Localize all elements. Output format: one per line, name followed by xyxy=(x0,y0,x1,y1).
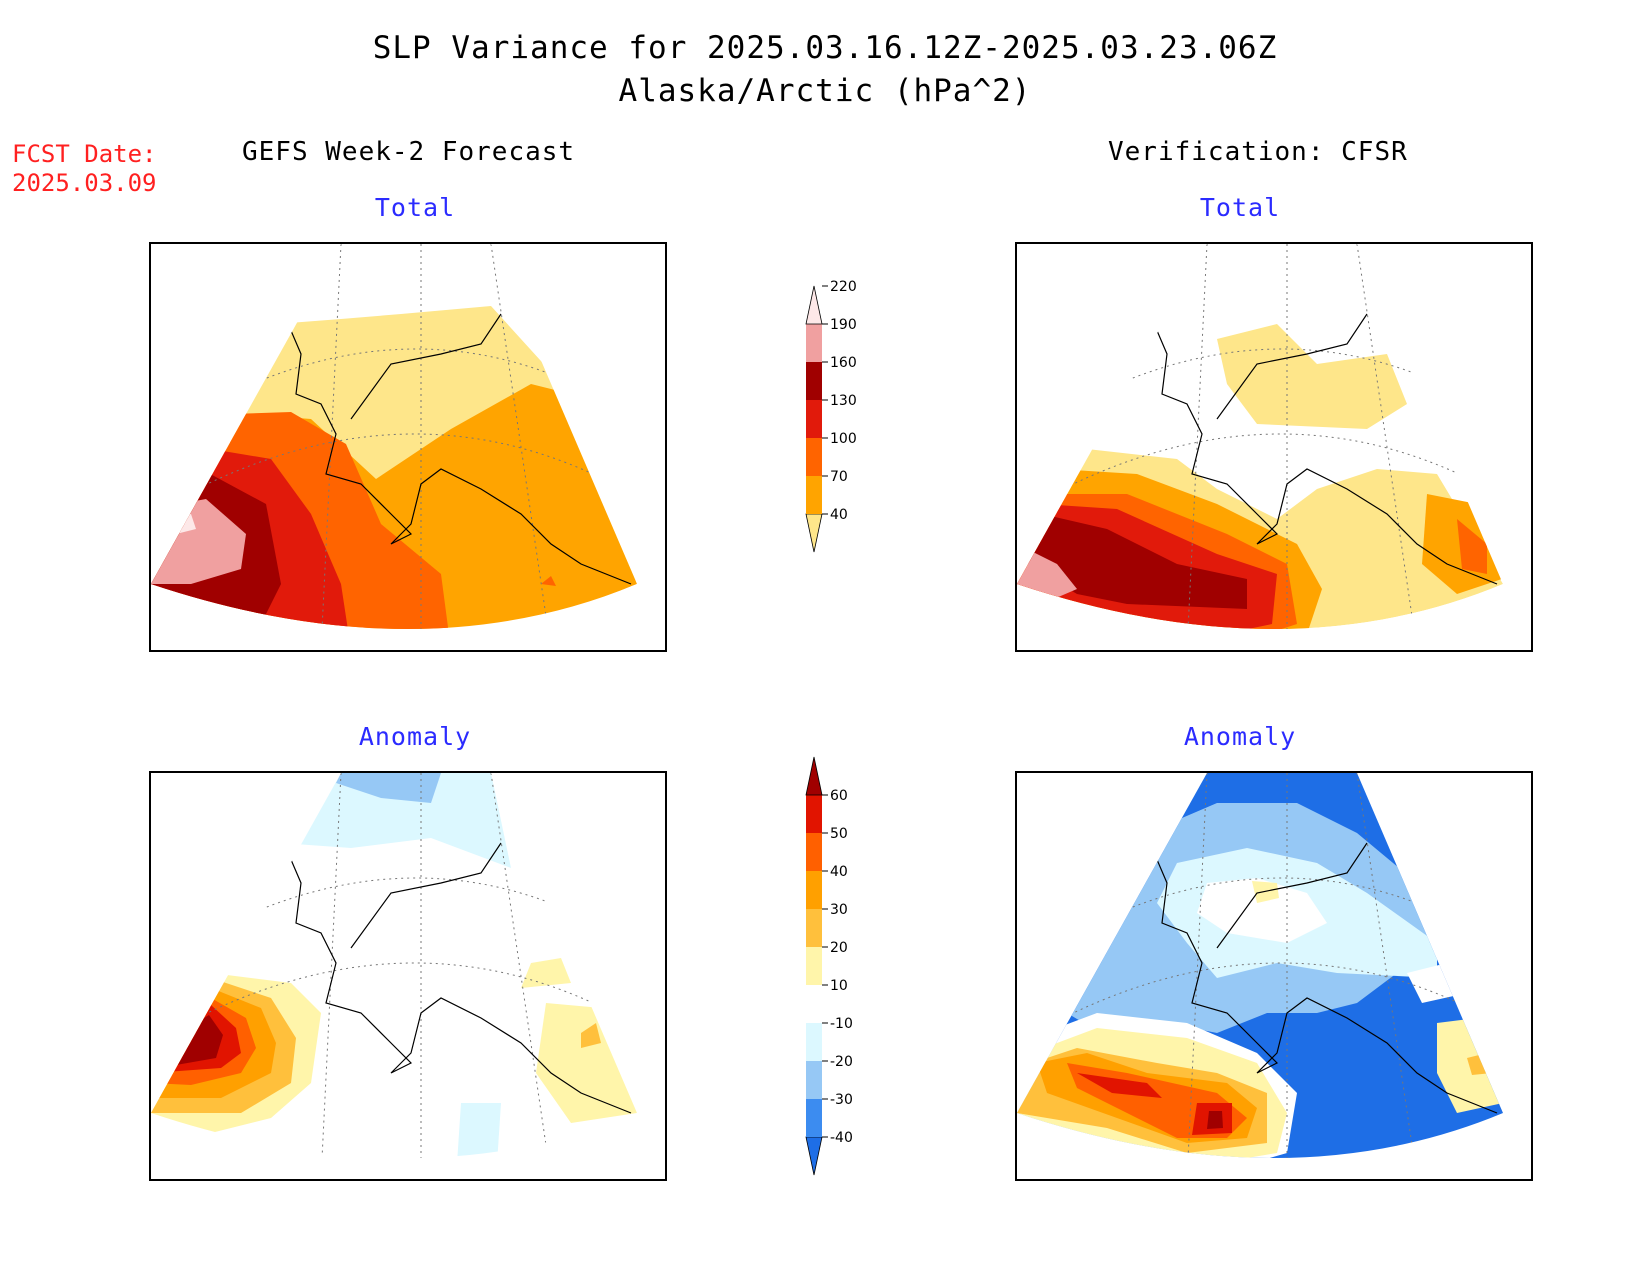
total-colorbar: 40 70 100 130 160 190 220 xyxy=(805,280,857,553)
anomaly-10-20-east xyxy=(521,958,637,1123)
total-colorbar-tick-label: 190 xyxy=(830,317,857,333)
total-colorbar-tick-label: 220 xyxy=(830,280,857,295)
anomaly-colorbar-tick-label: -40 xyxy=(830,1130,853,1146)
anomaly-50-60 xyxy=(1077,1073,1232,1135)
verification-total-map xyxy=(1015,242,1533,652)
forecast-date-value: 2025.03.09 xyxy=(12,169,157,197)
anomaly-colorbar-arrow-high xyxy=(805,756,823,796)
verification-anomaly-map xyxy=(1015,771,1533,1181)
anomaly-colorbar-tick-label: 20 xyxy=(830,940,848,956)
contour-160-190 xyxy=(1027,514,1247,609)
total-colorbar-tick-label: 40 xyxy=(830,507,848,523)
total-colorbar-arrow-high xyxy=(805,285,823,325)
alaska-coastline xyxy=(285,313,632,585)
anomaly-colorbar-tick-label: -10 xyxy=(830,1016,853,1032)
contour-small-100 xyxy=(541,576,556,586)
forecast-anomaly-map xyxy=(149,771,667,1181)
anomaly-negative-10-north xyxy=(281,773,511,868)
forecast-column-heading: GEFS Week-2 Forecast xyxy=(242,137,576,167)
anomaly-colorbar-swatch xyxy=(806,947,822,985)
forecast-date-block: FCST Date: 2025.03.09 xyxy=(12,140,157,198)
anomaly-colorbar-swatch xyxy=(806,1023,822,1061)
alaska-coastline xyxy=(1151,313,1498,585)
anomaly-colorbar-swatch xyxy=(806,1061,822,1099)
total-colorbar-swatch xyxy=(806,476,822,514)
anomaly-60-plus xyxy=(1207,1111,1223,1129)
chart-subtitle: Alaska/Arctic (hPa^2) xyxy=(618,73,1032,109)
anomaly-colorbar-swatch xyxy=(806,833,822,871)
contour-40-70-north xyxy=(1217,324,1407,429)
forecast-total-map xyxy=(149,242,667,652)
total-colorbar-tick-label: 130 xyxy=(830,393,857,409)
anomaly-colorbar-swatch xyxy=(806,795,822,833)
alaska-coastline xyxy=(285,842,632,1114)
anomaly-colorbar-tick-label: 50 xyxy=(830,826,848,842)
anomaly-colorbar-tick-label: 40 xyxy=(830,864,848,880)
anomaly-colorbar-tick-label: 30 xyxy=(830,902,848,918)
forecast-anomaly-label: Anomaly xyxy=(358,722,472,751)
total-colorbar-tick-label: 100 xyxy=(830,431,857,447)
anomaly-negative-20-north xyxy=(336,773,441,803)
anomaly-colorbar-swatch xyxy=(806,985,822,1023)
anomaly-10-20-north xyxy=(1252,881,1279,903)
anomaly-colorbar-tick-label: -30 xyxy=(830,1092,853,1108)
anomaly-20-30-east xyxy=(581,1023,601,1048)
total-colorbar-arrow-low xyxy=(805,513,823,553)
anomaly-colorbar-swatch xyxy=(806,909,822,947)
anomaly-colorbar-swatch xyxy=(806,1099,822,1137)
verification-total-label: Total xyxy=(1199,193,1281,222)
forecast-total-label: Total xyxy=(374,193,456,222)
anomaly-colorbar: -40 -30 -20 -10 10 20 30 40 50 60 xyxy=(805,756,853,1176)
total-colorbar-swatch xyxy=(806,438,822,476)
anomaly-colorbar-arrow-low xyxy=(805,1136,823,1176)
total-colorbar-swatch xyxy=(806,324,822,362)
anomaly-neutral xyxy=(1197,878,1327,943)
verification-anomaly-label: Anomaly xyxy=(1183,722,1297,751)
anomaly-negative-10-south xyxy=(456,1103,501,1158)
anomaly-colorbar-tick-label: 60 xyxy=(830,788,848,804)
anomaly-colorbar-tick-label: 10 xyxy=(830,978,848,994)
alaska-coastline xyxy=(1151,842,1498,1114)
total-colorbar-tick-label: 160 xyxy=(830,355,857,371)
contour-100-130-east xyxy=(1457,519,1487,574)
anomaly-colorbar-swatch xyxy=(806,871,822,909)
forecast-date-label: FCST Date: xyxy=(12,140,157,168)
total-colorbar-tick-label: 70 xyxy=(830,469,848,485)
verification-column-heading: Verification: CFSR xyxy=(1108,137,1408,167)
total-colorbar-swatch xyxy=(806,362,822,400)
total-colorbar-swatch xyxy=(806,400,822,438)
chart-title: SLP Variance for 2025.03.16.12Z-2025.03.… xyxy=(372,30,1278,66)
anomaly-colorbar-tick-label: -20 xyxy=(830,1054,853,1070)
